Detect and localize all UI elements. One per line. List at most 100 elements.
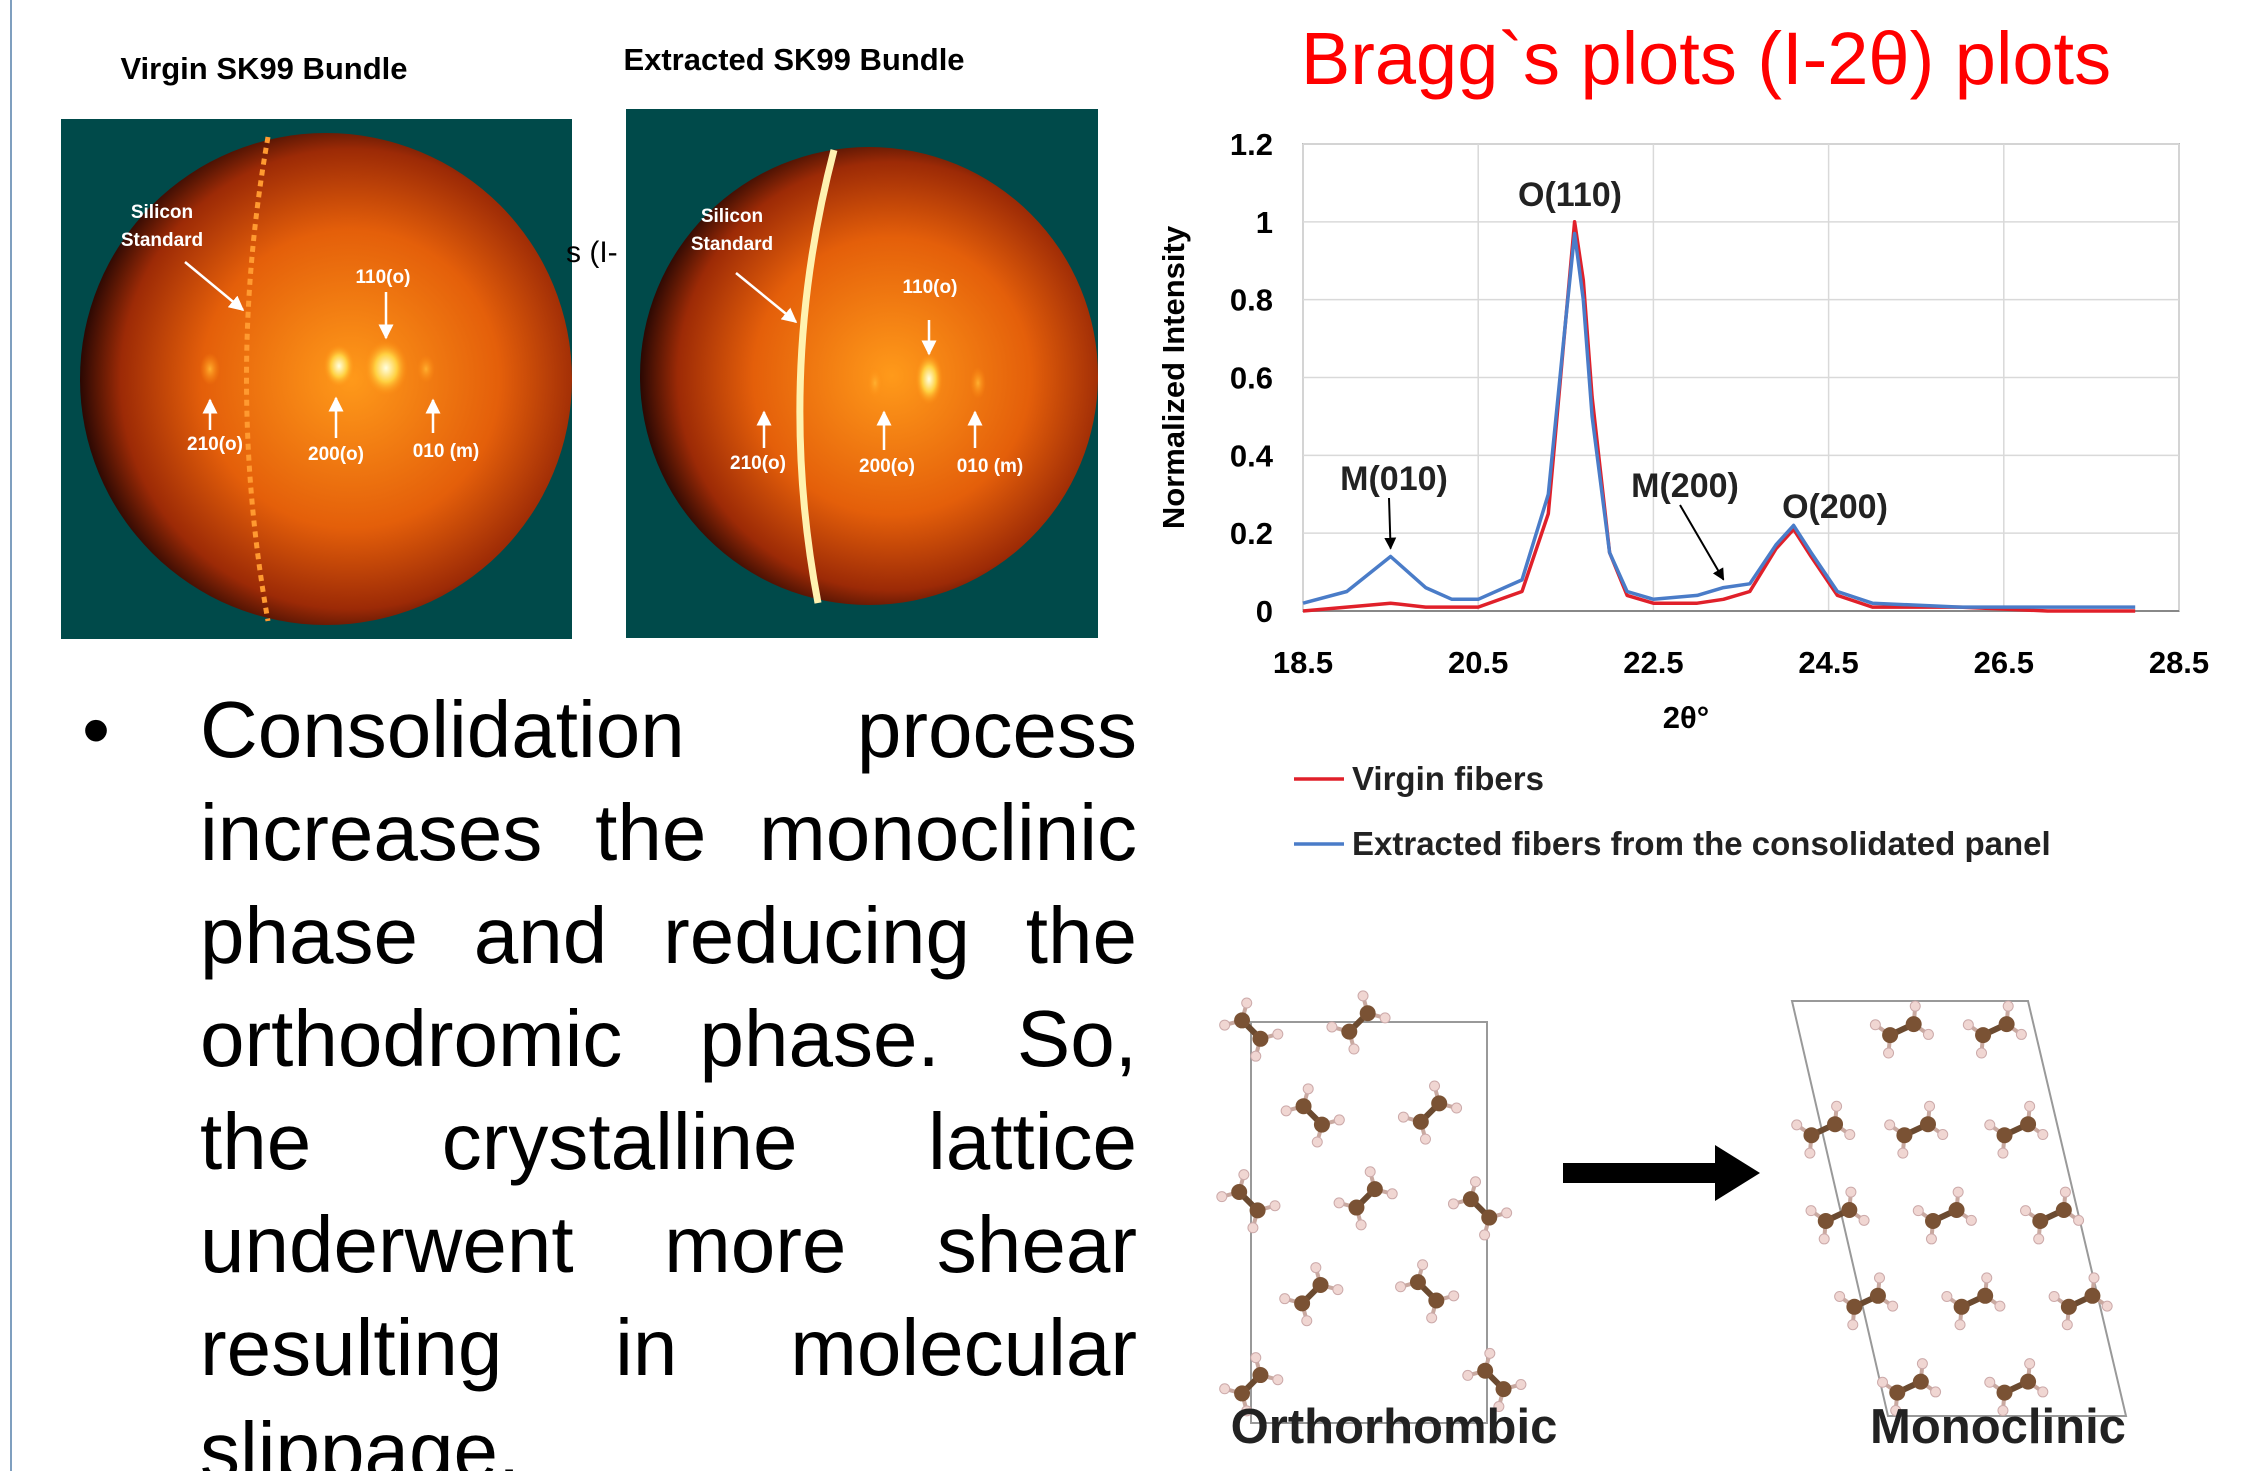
legend-label: Virgin fibers — [1352, 760, 1544, 797]
hydrogen — [1217, 1192, 1227, 1202]
carbon — [1234, 1012, 1250, 1028]
hydrogen — [2038, 1387, 2048, 1397]
hydrogen — [1885, 1120, 1895, 1130]
hydrogen — [1334, 1198, 1344, 1208]
carbon — [1360, 1005, 1376, 1021]
x-axis-title: 2θ° — [1663, 700, 1709, 735]
xrd-label: Standard — [121, 230, 203, 251]
hydrogen — [1270, 1201, 1280, 1211]
bullet-text: Consolidation process increases the mono… — [200, 678, 1137, 1471]
hydrogen — [1463, 1370, 1473, 1380]
hydrogen — [1311, 1263, 1321, 1273]
hydrogen — [1502, 1208, 1512, 1218]
unit-cell — [1251, 1022, 1487, 1423]
hydrogen — [1312, 1137, 1322, 1147]
carbon — [1410, 1274, 1426, 1290]
hydrogen — [1806, 1206, 1816, 1216]
hydrogen — [1985, 1120, 1995, 1130]
hydrogen — [1963, 1020, 1973, 1030]
hydrogen — [2003, 1001, 2013, 1011]
spot — [867, 367, 883, 399]
carbon — [1913, 1374, 1929, 1390]
carbon — [1975, 1027, 1991, 1043]
carbon — [1977, 1288, 1993, 1304]
xrd-label: 200(o) — [859, 456, 915, 477]
hydrogen — [1396, 1282, 1406, 1292]
carbon — [1997, 1385, 2013, 1401]
hydrogen — [1917, 1359, 1927, 1369]
xrd-label: Silicon — [131, 202, 193, 223]
hydrogen — [2102, 1301, 2112, 1311]
hydrogen — [1280, 1294, 1290, 1304]
spot — [417, 355, 435, 383]
hydrogen — [1471, 1177, 1481, 1187]
carbon — [1889, 1385, 1905, 1401]
hydrogen — [1358, 991, 1368, 1001]
peak-label: O(110) — [1518, 176, 1622, 214]
carbon — [1463, 1191, 1479, 1207]
hydrogen — [1884, 1048, 1894, 1058]
hydrogen — [1931, 1387, 1941, 1397]
y-axis-title: Normalized Intensity — [1156, 225, 1191, 529]
carbon — [1954, 1299, 1970, 1315]
hydrogen — [1888, 1301, 1898, 1311]
carbon — [1252, 1367, 1268, 1383]
hydrogen — [1452, 1103, 1462, 1113]
carbon — [1314, 1117, 1330, 1133]
carbon — [1925, 1213, 1941, 1229]
hydrogen — [1356, 1220, 1366, 1230]
hydrogen — [1365, 1167, 1375, 1177]
hydrogen — [1430, 1081, 1440, 1091]
hydrogen — [1273, 1029, 1283, 1039]
hydrogen — [1251, 1051, 1261, 1061]
carbon — [2020, 1374, 2036, 1390]
hydrogen — [1349, 1044, 1359, 1054]
carbon — [1920, 1116, 1936, 1132]
xrd-label: 110(o) — [903, 277, 958, 298]
hydrogen — [1220, 1020, 1230, 1030]
hydrogen — [1966, 1215, 1976, 1225]
hydrogen — [1480, 1230, 1490, 1240]
carbon — [1313, 1277, 1329, 1293]
y-tick-label: 0 — [1256, 594, 1273, 629]
carbon — [1231, 1184, 1247, 1200]
hydrogen — [1281, 1106, 1291, 1116]
y-tick-label: 1 — [1256, 205, 1273, 240]
carbon — [2056, 1202, 2072, 1218]
panel-title: Extracted SK99 Bundle — [623, 42, 964, 77]
hydrogen — [1985, 1377, 1995, 1387]
bullet-block: • Consolidation process increases the mo… — [70, 678, 1137, 1471]
carbon — [1481, 1210, 1497, 1226]
hydrogen — [1913, 1206, 1923, 1216]
x-tick-label: 20.5 — [1448, 645, 1508, 680]
hydrogen — [2025, 1359, 2035, 1369]
peak-label: O(200) — [1782, 488, 1888, 526]
hydrogen — [1516, 1379, 1526, 1389]
peak-label: M(200) — [1631, 467, 1739, 505]
stray-text: s (I- — [566, 236, 618, 269]
carbon — [1949, 1202, 1965, 1218]
spot — [200, 353, 220, 385]
carbon — [1803, 1127, 1819, 1143]
hydrogen — [1898, 1148, 1908, 1158]
hydrogen — [1334, 1115, 1344, 1125]
hydrogen — [2038, 1130, 2048, 1140]
hydrogen — [1995, 1301, 2005, 1311]
carbon — [1341, 1024, 1357, 1040]
y-tick-label: 0.6 — [1230, 361, 1273, 396]
hydrogen — [1926, 1234, 1936, 1244]
xrd-label: 210(o) — [187, 434, 243, 455]
peak-pointer — [1680, 505, 1723, 580]
y-tick-label: 0.8 — [1230, 283, 1273, 318]
xrd-label: Standard — [691, 234, 773, 255]
hydrogen — [1955, 1320, 1965, 1330]
hydrogen — [2025, 1101, 2035, 1111]
xrd-label: 010 (m) — [957, 456, 1024, 477]
xrd-label: 210(o) — [730, 453, 786, 474]
x-tick-label: 18.5 — [1273, 645, 1333, 680]
bullet-marker: • — [82, 678, 110, 781]
structure-label: Monoclinic — [1870, 1400, 2126, 1454]
hydrogen — [1859, 1215, 1869, 1225]
hydrogen — [1792, 1120, 1802, 1130]
carbon — [1827, 1116, 1843, 1132]
